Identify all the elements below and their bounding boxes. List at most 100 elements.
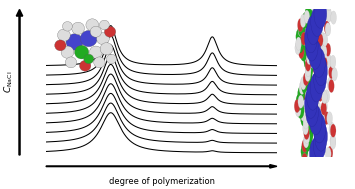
Circle shape <box>326 54 332 68</box>
Circle shape <box>313 119 319 132</box>
Circle shape <box>318 133 324 146</box>
Circle shape <box>321 67 327 80</box>
Circle shape <box>330 134 336 147</box>
Circle shape <box>297 102 304 119</box>
Circle shape <box>305 90 311 103</box>
Circle shape <box>62 22 72 31</box>
Circle shape <box>296 94 303 110</box>
Circle shape <box>304 126 310 140</box>
Circle shape <box>305 4 312 20</box>
Circle shape <box>310 0 315 10</box>
Circle shape <box>309 105 322 135</box>
Circle shape <box>315 78 321 91</box>
Circle shape <box>321 102 327 115</box>
Circle shape <box>298 95 304 108</box>
Circle shape <box>301 32 307 45</box>
Text: degree of polymerization: degree of polymerization <box>109 177 214 186</box>
Circle shape <box>84 54 94 64</box>
Circle shape <box>317 88 323 101</box>
Circle shape <box>90 26 102 37</box>
Circle shape <box>302 12 309 28</box>
Circle shape <box>304 53 311 69</box>
Circle shape <box>299 81 305 94</box>
Circle shape <box>301 78 308 94</box>
Circle shape <box>307 15 320 45</box>
Circle shape <box>301 143 308 159</box>
Circle shape <box>304 50 310 63</box>
Circle shape <box>312 12 318 25</box>
Circle shape <box>298 20 305 36</box>
Circle shape <box>311 7 323 36</box>
Circle shape <box>328 66 334 79</box>
Circle shape <box>327 146 333 159</box>
Circle shape <box>303 135 309 148</box>
Circle shape <box>306 109 312 122</box>
Circle shape <box>316 126 322 139</box>
Circle shape <box>305 64 311 77</box>
Circle shape <box>312 48 325 77</box>
Circle shape <box>317 19 323 32</box>
Circle shape <box>314 0 327 28</box>
Circle shape <box>300 108 306 121</box>
Circle shape <box>301 110 308 127</box>
Circle shape <box>303 29 308 42</box>
Circle shape <box>311 43 316 56</box>
Circle shape <box>104 26 116 37</box>
Circle shape <box>313 64 326 94</box>
Circle shape <box>303 72 309 86</box>
Circle shape <box>296 29 303 45</box>
Circle shape <box>305 23 317 53</box>
Circle shape <box>327 112 332 125</box>
Circle shape <box>325 23 331 36</box>
Circle shape <box>297 37 304 53</box>
Circle shape <box>317 135 323 148</box>
Circle shape <box>314 21 320 34</box>
Circle shape <box>310 73 323 102</box>
Circle shape <box>310 55 315 68</box>
Circle shape <box>311 4 317 17</box>
Circle shape <box>326 147 331 160</box>
Circle shape <box>330 124 336 137</box>
Circle shape <box>324 21 330 34</box>
Circle shape <box>317 157 323 171</box>
Circle shape <box>313 130 326 159</box>
Circle shape <box>328 79 334 93</box>
Circle shape <box>304 10 310 23</box>
Circle shape <box>326 9 332 22</box>
Circle shape <box>305 135 312 151</box>
Circle shape <box>310 138 322 167</box>
Circle shape <box>319 76 324 89</box>
Circle shape <box>326 0 332 11</box>
Circle shape <box>303 116 309 129</box>
Circle shape <box>322 57 327 70</box>
Circle shape <box>305 58 311 71</box>
Circle shape <box>306 61 313 77</box>
Circle shape <box>330 136 336 149</box>
Circle shape <box>320 45 325 58</box>
Circle shape <box>315 56 327 86</box>
Circle shape <box>319 113 325 127</box>
Circle shape <box>313 113 326 143</box>
Circle shape <box>94 57 105 68</box>
Circle shape <box>300 45 307 61</box>
Circle shape <box>300 77 306 90</box>
Circle shape <box>72 22 84 34</box>
Circle shape <box>305 89 317 118</box>
Circle shape <box>295 41 301 55</box>
Circle shape <box>58 29 70 41</box>
Circle shape <box>65 57 77 68</box>
Circle shape <box>322 90 327 104</box>
Circle shape <box>296 37 301 50</box>
Circle shape <box>322 100 327 113</box>
Circle shape <box>330 55 336 68</box>
Circle shape <box>319 32 325 45</box>
Circle shape <box>332 67 337 81</box>
Circle shape <box>315 141 321 154</box>
Circle shape <box>306 51 312 65</box>
Circle shape <box>304 119 311 135</box>
Circle shape <box>331 11 337 24</box>
Circle shape <box>100 43 113 55</box>
Circle shape <box>313 61 318 74</box>
Circle shape <box>303 122 308 135</box>
Circle shape <box>306 97 318 127</box>
